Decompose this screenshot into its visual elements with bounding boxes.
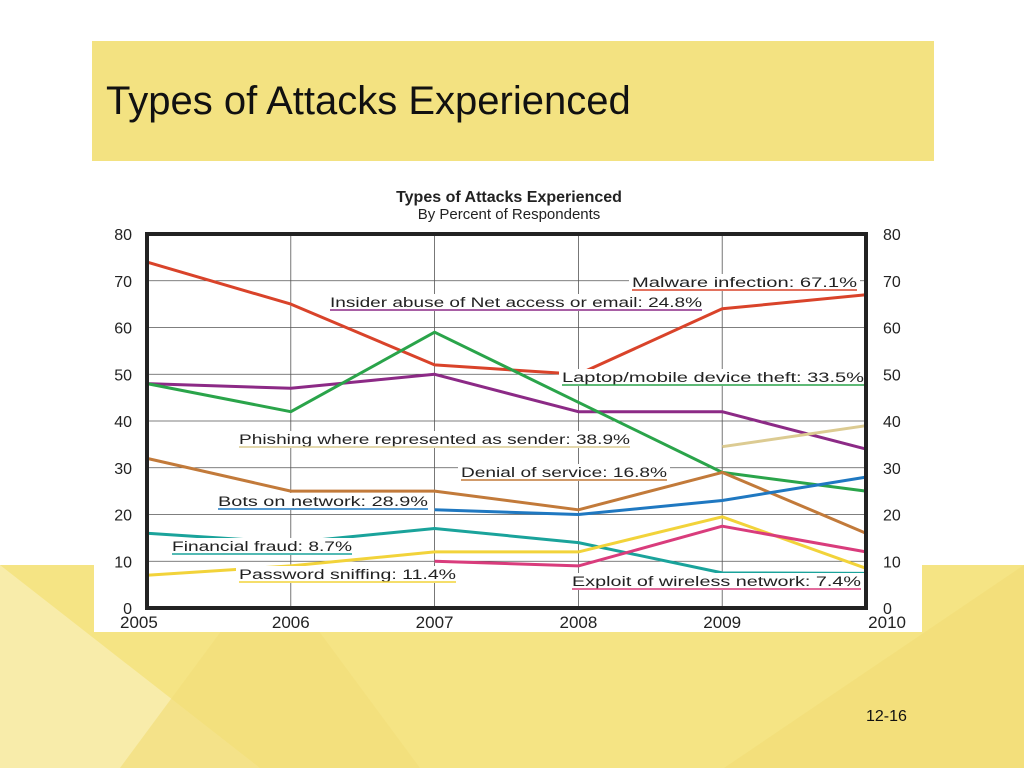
series-line-malware <box>146 260 867 376</box>
axis-ticks: 0 0 10 10 20 20 30 30 40 40 50 50 60 60 70 70 80 80 2005 20… <box>114 227 906 632</box>
line-chart: Types of Attacks Experienced By Percent … <box>114 189 906 632</box>
annotation-background <box>559 369 867 386</box>
y-tick-label-right: 70 <box>883 274 901 291</box>
annotation-background <box>215 493 431 510</box>
annotation-background <box>169 538 355 555</box>
title-band: Types of Attacks Experienced <box>92 41 934 161</box>
series-line-dos <box>146 456 867 535</box>
annotation-background <box>327 294 705 311</box>
y-tick-label-left: 0 <box>123 601 132 618</box>
y-tick-label-right: 20 <box>883 508 901 525</box>
y-tick-label-right: 10 <box>883 554 901 571</box>
series-line-bots <box>434 475 867 516</box>
y-tick-label-left: 50 <box>114 367 132 384</box>
y-tick-label-left: 10 <box>114 554 132 571</box>
page-number: 12-16 <box>866 708 907 725</box>
annotation-background <box>236 566 459 583</box>
annotation-background <box>458 464 670 481</box>
annotation-background <box>236 431 633 448</box>
y-tick-label-left: 20 <box>114 508 132 525</box>
slide-title: Types of Attacks Experienced <box>106 79 631 123</box>
annotation-financial: Financial fraud: 8.7% <box>172 539 352 554</box>
annotation-malware: Malware infection: 67.1% <box>632 275 857 290</box>
annotation-password: Password sniffing: 11.4% <box>239 567 456 582</box>
series-line-wireless <box>434 524 867 568</box>
series-line-laptop <box>146 330 867 493</box>
x-tick-label: 2010 <box>868 613 906 632</box>
chart-subtitle: By Percent of Respondents <box>418 206 601 223</box>
annotation-phishing: Phishing where represented as sender: 38… <box>239 432 630 447</box>
y-tick-label-right: 50 <box>883 367 901 384</box>
y-tick-label-left: 30 <box>114 461 132 478</box>
x-tick-label: 2006 <box>272 613 310 632</box>
chart-title: Types of Attacks Experienced <box>396 189 622 206</box>
y-tick-label-right: 60 <box>883 321 901 338</box>
chart-card: Types of Attacks Experienced By Percent … <box>94 178 922 632</box>
series-lines <box>146 260 867 577</box>
series-line-insider <box>146 372 867 451</box>
y-tick-label-left: 60 <box>114 321 132 338</box>
x-tick-label: 2005 <box>120 613 158 632</box>
annotation-bots: Bots on network: 28.9% <box>218 494 428 509</box>
annotation-dos: Denial of service: 16.8% <box>461 465 667 480</box>
y-tick-label-right: 80 <box>883 227 901 244</box>
annotation-background <box>569 573 864 590</box>
annotations: Malware infection: 67.1% Insider abuse of… <box>169 274 867 590</box>
x-tick-label: 2007 <box>416 613 454 632</box>
annotation-background <box>629 274 860 291</box>
x-tick-label: 2008 <box>559 613 597 632</box>
y-tick-label-left: 80 <box>114 227 132 244</box>
y-tick-label-left: 70 <box>114 274 132 291</box>
annotation-insider: Insider abuse of Net access or email: 24… <box>330 295 702 310</box>
annotation-laptop: Laptop/mobile device theft: 33.5% <box>562 370 864 385</box>
annotation-wireless: Exploit of wireless network: 7.4% <box>572 574 861 589</box>
x-tick-label: 2009 <box>703 613 741 632</box>
y-tick-label-right: 40 <box>883 414 901 431</box>
plot-frame <box>145 232 868 610</box>
y-tick-label-right: 30 <box>883 461 901 478</box>
y-tick-label-left: 40 <box>114 414 132 431</box>
series-line-phishing <box>721 424 867 449</box>
y-tick-label-right: 0 <box>883 601 892 618</box>
